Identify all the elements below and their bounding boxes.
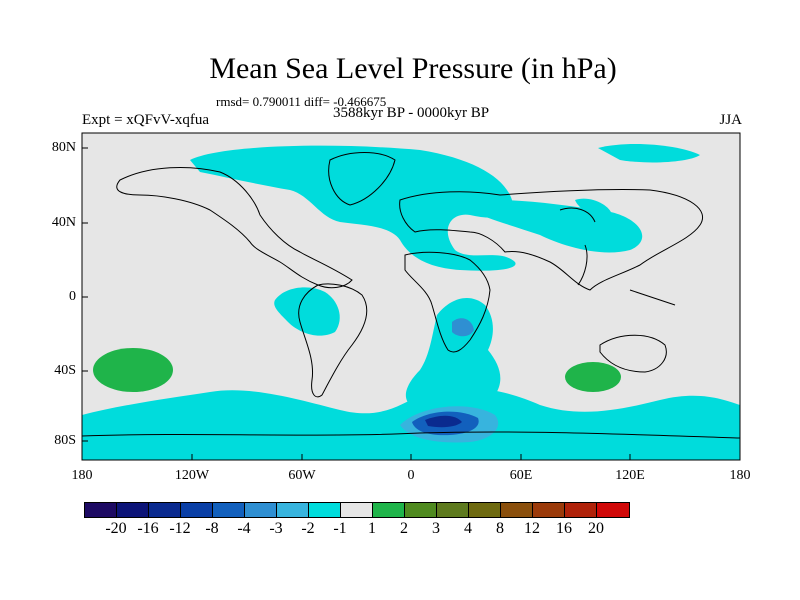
colorbar-swatch	[405, 503, 437, 517]
lon-label-120w: 120W	[174, 468, 210, 483]
colorbar	[84, 502, 630, 518]
colorbar-swatch	[213, 503, 245, 517]
anomaly-north-atlantic	[190, 145, 516, 271]
colorbar-swatch	[533, 503, 565, 517]
anomaly-arctic-east	[598, 144, 700, 163]
lat-label-80n: 80N	[51, 140, 76, 155]
colorbar-swatch	[597, 503, 629, 517]
colorbar-swatch	[149, 503, 181, 517]
colorbar-swatch	[117, 503, 149, 517]
stats-label: rmsd= 0.790011 diff= -0.466675	[216, 94, 387, 109]
colorbar-label: -1	[333, 520, 347, 537]
colorbar-label: -8	[205, 520, 219, 537]
colorbar-swatch	[341, 503, 373, 517]
period-label: 3588kyr BP - 0000kyr BP	[332, 105, 490, 121]
lon-label-60e: 60E	[509, 468, 533, 483]
lat-label-80s: 80S	[54, 433, 76, 448]
colorbar-swatch	[373, 503, 405, 517]
colorbar-label: 4	[464, 520, 472, 537]
colorbar-swatch	[501, 503, 533, 517]
anomaly-africa-core	[452, 318, 474, 337]
lat-label-0: 0	[69, 289, 76, 304]
colorbar-label: -4	[237, 520, 251, 537]
colorbar-label: 12	[524, 520, 540, 537]
colorbar-swatch	[469, 503, 501, 517]
colorbar-label: 20	[588, 520, 604, 537]
colorbar-swatch	[85, 503, 117, 517]
colorbar-swatch	[437, 503, 469, 517]
colorbar-label: 3	[432, 520, 440, 537]
lon-label-60w: 60W	[288, 468, 316, 483]
experiment-label: Expt = xQFvV-xqfua	[82, 112, 210, 128]
anomaly-positive-indian	[565, 362, 621, 392]
colorbar-swatch	[277, 503, 309, 517]
colorbar-swatch	[309, 503, 341, 517]
colorbar-swatch	[181, 503, 213, 517]
lat-label-40s: 40S	[54, 363, 76, 378]
season-label: JJA	[719, 112, 742, 128]
map-frame	[81, 132, 741, 461]
colorbar-label: 16	[556, 520, 572, 537]
lon-label-180e: 180	[729, 468, 751, 483]
colorbar-label: -12	[169, 520, 191, 537]
anomaly-south-america	[274, 287, 340, 336]
axis-ticks	[82, 147, 631, 460]
chart-title: Mean Sea Level Pressure (in hPa)	[209, 52, 617, 85]
colorbar-label: 1	[368, 520, 376, 537]
colorbar-label: 8	[496, 520, 504, 537]
lon-label-0: 0	[407, 468, 415, 483]
colorbar-swatch	[245, 503, 277, 517]
anomaly-west-pacific	[575, 198, 612, 217]
colorbar-label: -2	[301, 520, 315, 537]
lon-label-180w: 180	[71, 468, 93, 483]
colorbar-label: -20	[105, 520, 127, 537]
anomaly-south-atlantic	[405, 297, 501, 409]
coastlines	[82, 152, 740, 439]
colorbar-label: 2	[400, 520, 408, 537]
colorbar-label: -16	[137, 520, 159, 537]
anomaly-positive-pacific	[93, 348, 173, 392]
lat-label-40n: 40N	[51, 215, 76, 230]
colorbar-swatch	[565, 503, 597, 517]
anomaly-weddell-center	[425, 415, 462, 428]
colorbar-label: -3	[269, 520, 283, 537]
lon-label-120e: 120E	[615, 468, 645, 483]
